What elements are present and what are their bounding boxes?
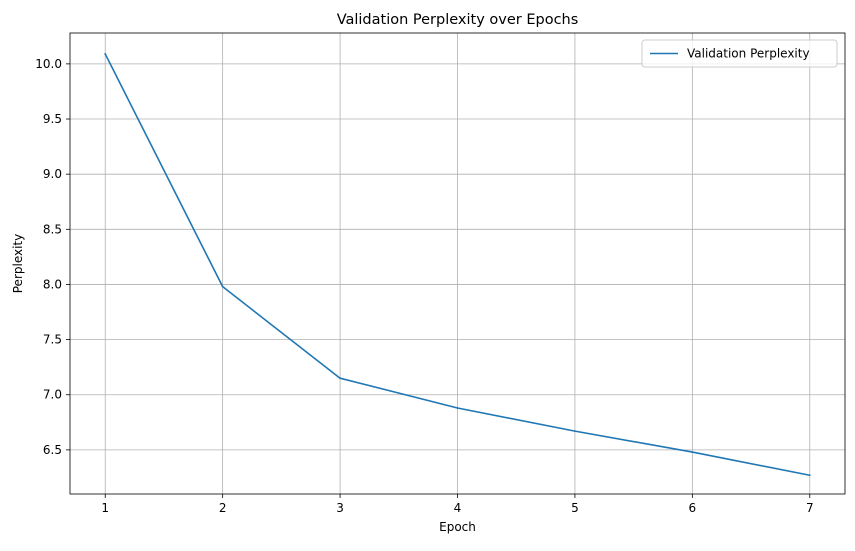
- y-tick-label: 6.5: [43, 443, 62, 457]
- y-tick-label: 9.5: [43, 112, 62, 126]
- data-point: [339, 377, 341, 380]
- legend-box: [641, 39, 838, 68]
- x-tick-label: 4: [454, 501, 462, 515]
- x-tick-label: 7: [806, 501, 814, 515]
- data-point: [691, 451, 694, 453]
- data-point: [104, 53, 107, 55]
- y-tick-label: 7.5: [43, 333, 62, 347]
- x-tick-label: 3: [336, 501, 344, 515]
- y-tick-label: 9.0: [43, 167, 62, 181]
- series-layer: [104, 53, 811, 477]
- legend: Validation Perplexity: [641, 39, 838, 68]
- x-tick-label: 6: [689, 501, 697, 515]
- y-tick-label: 10.0: [35, 57, 62, 71]
- data-point: [456, 407, 459, 409]
- x-axis-label: Epoch: [439, 520, 476, 534]
- grid: [70, 33, 845, 494]
- y-tick-label: 8.5: [43, 222, 62, 236]
- data-point: [808, 474, 811, 477]
- data-point: [574, 430, 576, 433]
- y-tick-label: 8.0: [43, 277, 62, 291]
- data-point: [221, 285, 224, 288]
- x-tick-label: 2: [219, 501, 227, 515]
- y-axis-label: Perplexity: [11, 234, 25, 294]
- y-tick-label: 7.0: [43, 388, 62, 402]
- x-tick-label: 1: [101, 501, 109, 515]
- x-tick-label: 5: [571, 501, 579, 515]
- y-axis-ticks: 6.5 7.0 7.5 8.0 8.5 9.0 9.5 10.0: [35, 57, 70, 457]
- x-axis-ticks: 1 2 3 4 5 6 7: [101, 494, 814, 515]
- chart-title: Validation Perplexity over Epochs: [337, 12, 579, 28]
- legend-label: Validation Perplexity: [687, 47, 810, 61]
